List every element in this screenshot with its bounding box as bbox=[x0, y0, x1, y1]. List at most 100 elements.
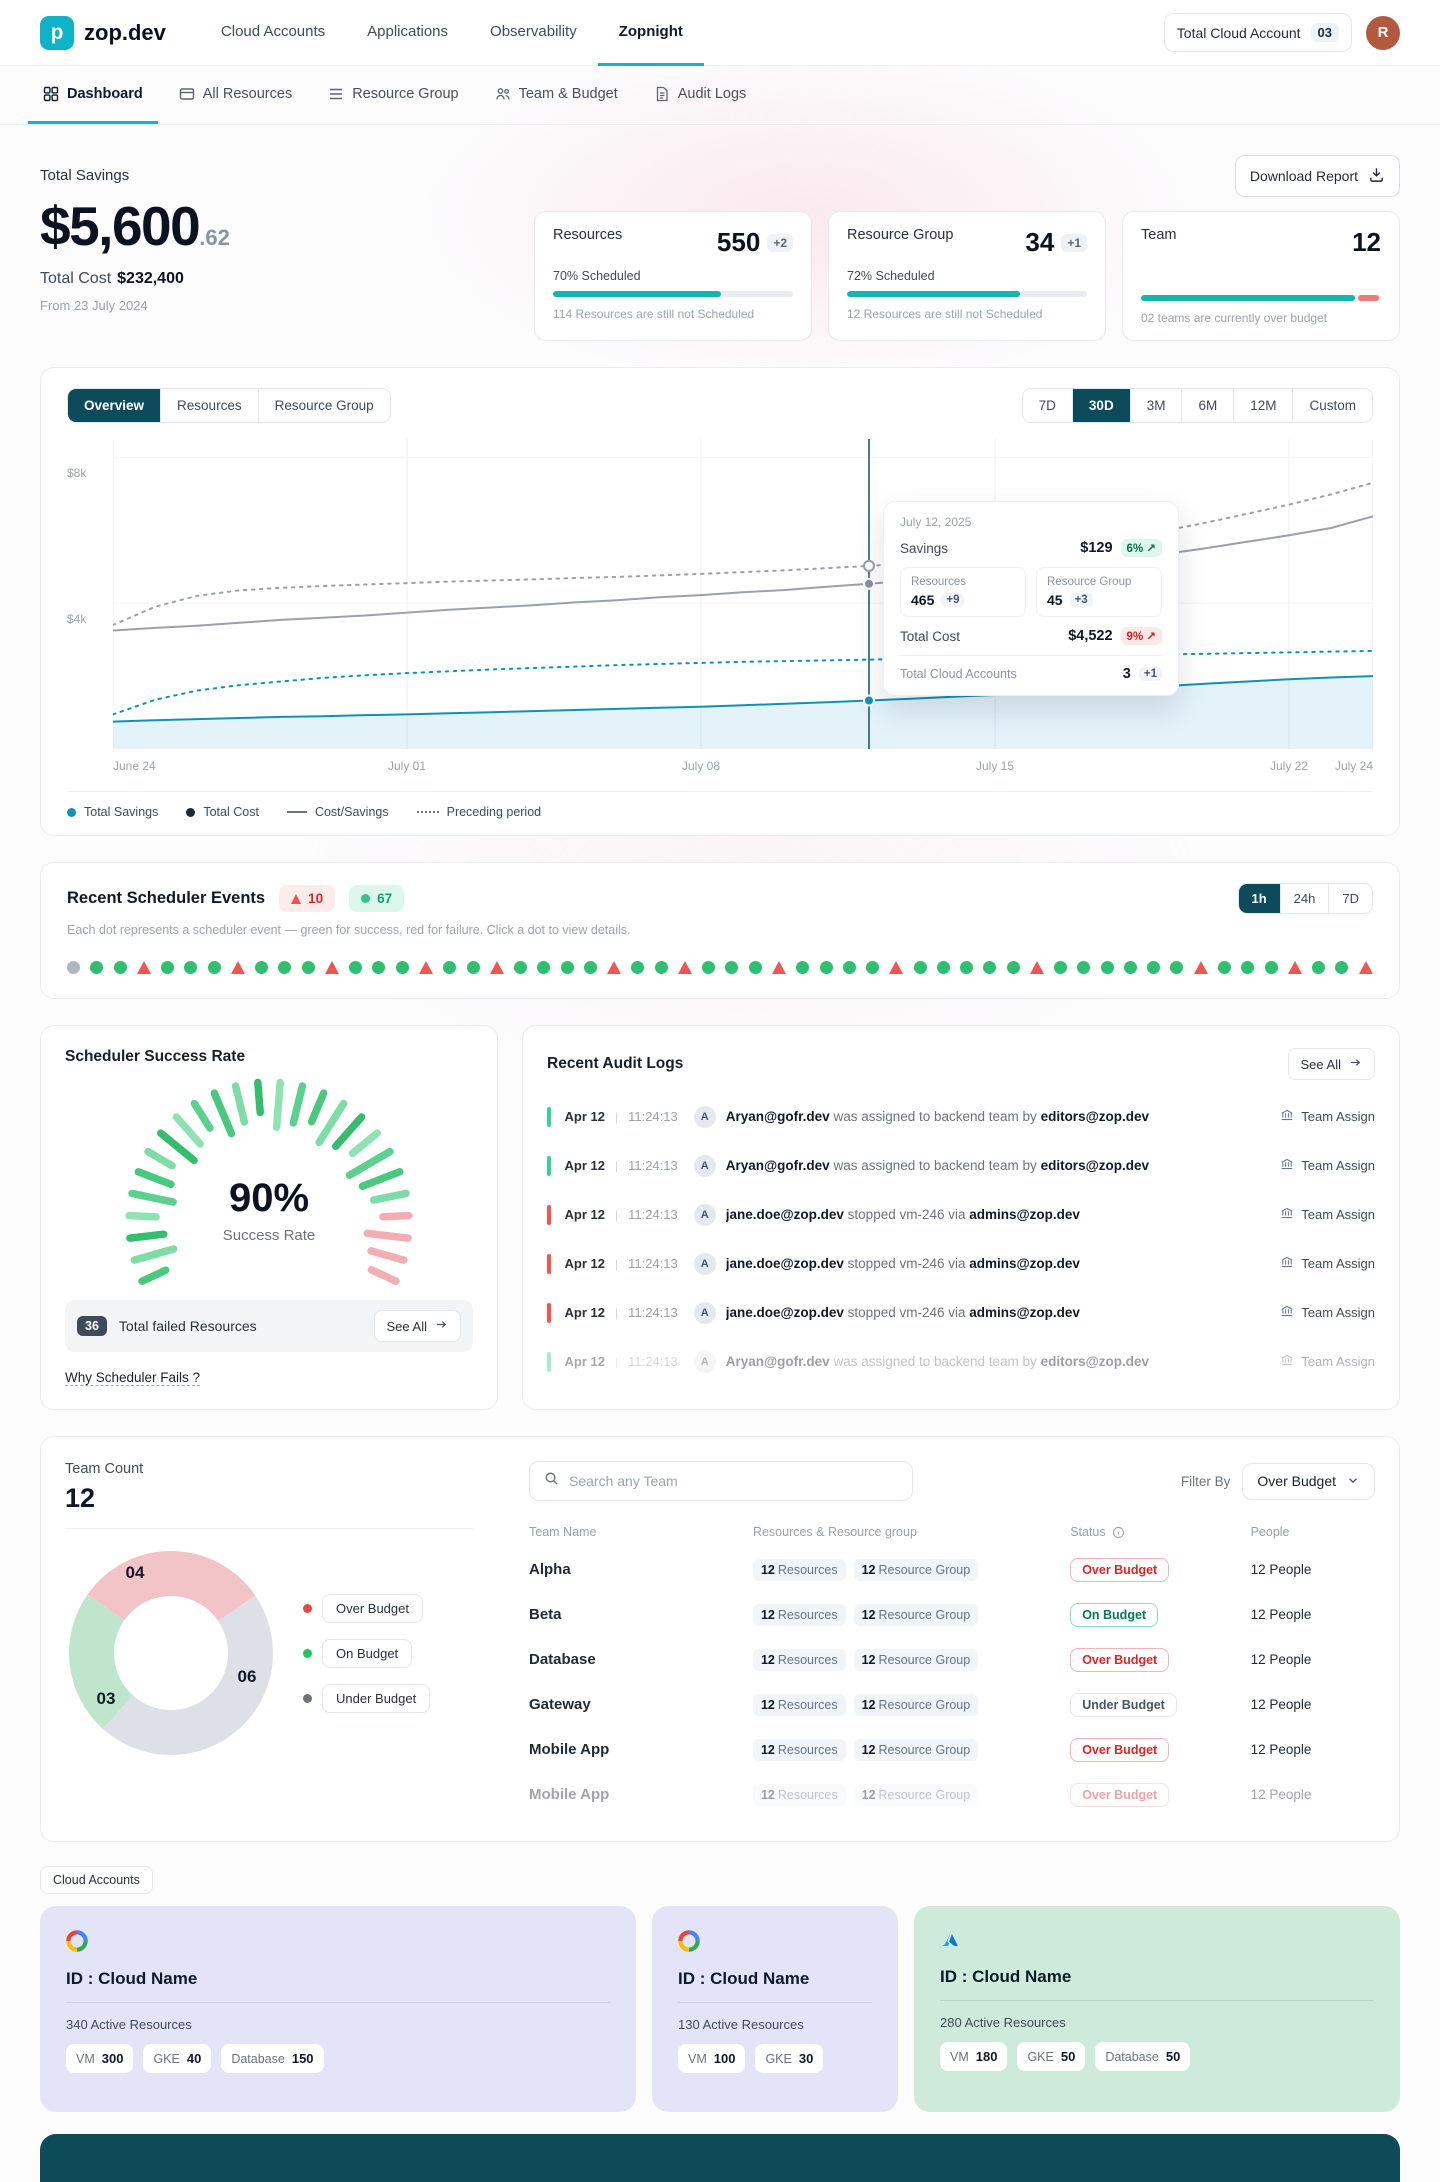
total-cloud-account-pill[interactable]: Total Cloud Account 03 bbox=[1163, 13, 1352, 52]
range-3m[interactable]: 3M bbox=[1129, 389, 1182, 422]
scheduler-event-success[interactable] bbox=[819, 961, 833, 974]
scheduler-event-success[interactable] bbox=[537, 961, 551, 974]
nav-applications[interactable]: Applications bbox=[367, 22, 449, 40]
scheduler-event-failure[interactable] bbox=[1193, 961, 1208, 974]
log-action[interactable]: Team Assign bbox=[1280, 1108, 1375, 1125]
audit-log-row[interactable]: Apr 12 | 11:24:13 A jane.doe@zop.dev sto… bbox=[547, 1288, 1375, 1337]
scheduler-event-success[interactable] bbox=[349, 961, 363, 974]
scheduler-event-success[interactable] bbox=[278, 961, 292, 974]
log-action[interactable]: Team Assign bbox=[1280, 1157, 1375, 1174]
team-row-beta[interactable]: Beta 12 Resources 12 Resource Group On Bud… bbox=[529, 1592, 1375, 1637]
scheduler-event-success[interactable] bbox=[207, 961, 221, 974]
range-12m[interactable]: 12M bbox=[1233, 389, 1292, 422]
audit-log-row[interactable]: Apr 12 | 11:24:13 A Aryan@gofr.dev was a… bbox=[547, 1141, 1375, 1190]
scheduler-event-success[interactable] bbox=[255, 961, 269, 974]
scheduler-event-failure[interactable] bbox=[1029, 961, 1044, 974]
scheduler-event-success[interactable] bbox=[1077, 961, 1091, 974]
scheduler-event-success[interactable] bbox=[560, 961, 574, 974]
audit-log-row[interactable]: Apr 12 | 11:24:13 A Aryan@gofr.dev was a… bbox=[547, 1092, 1375, 1141]
scheduler-event-success[interactable] bbox=[748, 961, 762, 974]
chart-tab-resource-group[interactable]: Resource Group bbox=[257, 389, 390, 422]
log-action[interactable]: Team Assign bbox=[1280, 1206, 1375, 1223]
scheduler-event-success[interactable] bbox=[1218, 961, 1232, 974]
audit-see-all-button[interactable]: See All bbox=[1287, 1048, 1375, 1080]
log-action[interactable]: Team Assign bbox=[1280, 1255, 1375, 1272]
scheduler-event-success[interactable] bbox=[631, 961, 645, 974]
failed-see-all-button[interactable]: See All bbox=[373, 1310, 461, 1342]
scheduler-event-success[interactable] bbox=[913, 961, 927, 974]
scheduler-event-success[interactable] bbox=[90, 961, 104, 974]
scheduler-event-success[interactable] bbox=[1123, 961, 1137, 974]
budget-filter-dropdown[interactable]: Over Budget bbox=[1242, 1462, 1375, 1500]
scheduler-event-success[interactable] bbox=[466, 961, 480, 974]
scheduler-event-success[interactable] bbox=[184, 961, 198, 974]
scheduler-event-failure[interactable] bbox=[136, 961, 151, 974]
scheduler-event-success[interactable] bbox=[372, 961, 386, 974]
range-6m[interactable]: 6M bbox=[1181, 389, 1233, 422]
scheduler-event-failure[interactable] bbox=[418, 961, 433, 974]
scheduler-event-failure[interactable] bbox=[677, 961, 692, 974]
cloud-account-card[interactable]: ID : Cloud Name 280 Active Resources VM 1… bbox=[914, 1906, 1400, 2112]
scheduler-event-success[interactable] bbox=[1100, 961, 1114, 974]
scheduler-event-success[interactable] bbox=[301, 961, 315, 974]
scheduler-event-failure[interactable] bbox=[230, 961, 245, 974]
range-30d[interactable]: 30D bbox=[1071, 389, 1130, 422]
team-search-input[interactable] bbox=[569, 1473, 898, 1489]
audit-log-row[interactable]: Apr 12 | 11:24:13 A jane.doe@zop.dev sto… bbox=[547, 1239, 1375, 1288]
tab-audit-logs[interactable]: Audit Logs bbox=[639, 66, 762, 124]
team-row-alpha[interactable]: Alpha 12 Resources 12 Resource Group Over … bbox=[529, 1547, 1375, 1592]
why-scheduler-fails-link[interactable]: Why Scheduler Fails ? bbox=[65, 1370, 201, 1386]
scheduler-event-success[interactable] bbox=[1170, 961, 1184, 974]
scheduler-event-failure[interactable] bbox=[1358, 961, 1373, 974]
scheduler-event-success[interactable] bbox=[1147, 961, 1161, 974]
audit-log-row[interactable]: Apr 12 | 11:24:13 A jane.doe@zop.dev sto… bbox=[547, 1190, 1375, 1239]
scheduler-event-success[interactable] bbox=[1264, 961, 1278, 974]
scheduler-event-failure[interactable] bbox=[607, 961, 622, 974]
range-custom[interactable]: Custom bbox=[1292, 389, 1372, 422]
scheduler-event-success[interactable] bbox=[936, 961, 950, 974]
scheduler-event-success[interactable] bbox=[1335, 961, 1349, 974]
tab-dashboard[interactable]: Dashboard bbox=[28, 66, 158, 124]
events-range-1h[interactable]: 1h bbox=[1238, 884, 1280, 913]
scheduler-event-success[interactable] bbox=[842, 961, 856, 974]
scheduler-event-failure[interactable] bbox=[1287, 961, 1302, 974]
scheduler-event-success[interactable] bbox=[113, 961, 127, 974]
team-row-gateway[interactable]: Gateway 12 Resources 12 Resource Group Und… bbox=[529, 1682, 1375, 1727]
events-range-24h[interactable]: 24h bbox=[1279, 884, 1329, 913]
tab-all-resources[interactable]: All Resources bbox=[164, 66, 307, 124]
scheduler-event-success[interactable] bbox=[443, 961, 457, 974]
scheduler-event-success[interactable] bbox=[1241, 961, 1255, 974]
tab-team-budget[interactable]: Team & Budget bbox=[480, 66, 633, 124]
audit-log-row[interactable]: Apr 12 | 11:24:13 A Aryan@gofr.dev was a… bbox=[547, 1337, 1375, 1386]
scheduler-event-failure[interactable] bbox=[889, 961, 904, 974]
scheduler-event-failure[interactable] bbox=[489, 961, 504, 974]
log-action[interactable]: Team Assign bbox=[1280, 1353, 1375, 1370]
scheduler-event-success[interactable] bbox=[960, 961, 974, 974]
scheduler-event-success[interactable] bbox=[1006, 961, 1020, 974]
scheduler-event-success[interactable] bbox=[702, 961, 716, 974]
cloud-account-card[interactable]: ID : Cloud Name 340 Active Resources VM 3… bbox=[40, 1906, 636, 2112]
scheduler-event-success[interactable] bbox=[796, 961, 810, 974]
scheduler-event-success[interactable] bbox=[1054, 961, 1068, 974]
scheduler-event-success[interactable] bbox=[1312, 961, 1326, 974]
range-7d[interactable]: 7D bbox=[1038, 398, 1056, 413]
log-action[interactable]: Team Assign bbox=[1280, 1304, 1375, 1321]
team-row-database[interactable]: Database 12 Resources 12 Resource Group Ov… bbox=[529, 1637, 1375, 1682]
scheduler-event-success[interactable] bbox=[654, 961, 668, 974]
tab-resource-group[interactable]: Resource Group bbox=[313, 66, 473, 124]
brand[interactable]: p zop.dev bbox=[40, 15, 166, 50]
scheduler-event-success[interactable] bbox=[866, 961, 880, 974]
chart-tab-overview[interactable]: Overview bbox=[68, 389, 161, 422]
user-avatar[interactable]: R bbox=[1366, 15, 1400, 50]
scheduler-event-success[interactable] bbox=[725, 961, 739, 974]
scheduler-event-failure[interactable] bbox=[324, 961, 339, 974]
scheduler-event-success[interactable] bbox=[395, 961, 409, 974]
scheduler-event-success[interactable] bbox=[161, 961, 175, 974]
nav-observability[interactable]: Observability bbox=[490, 22, 577, 40]
chart-plot[interactable]: July 12, 2025 Savings $129 6% ↗ Resources… bbox=[113, 439, 1373, 749]
scheduler-event-success[interactable] bbox=[983, 961, 997, 974]
events-range-7d[interactable]: 7D bbox=[1328, 884, 1372, 913]
scheduler-event-failure[interactable] bbox=[771, 961, 786, 974]
scheduler-event-success[interactable] bbox=[583, 961, 597, 974]
nav-zopnight[interactable]: Zopnight bbox=[597, 0, 704, 66]
